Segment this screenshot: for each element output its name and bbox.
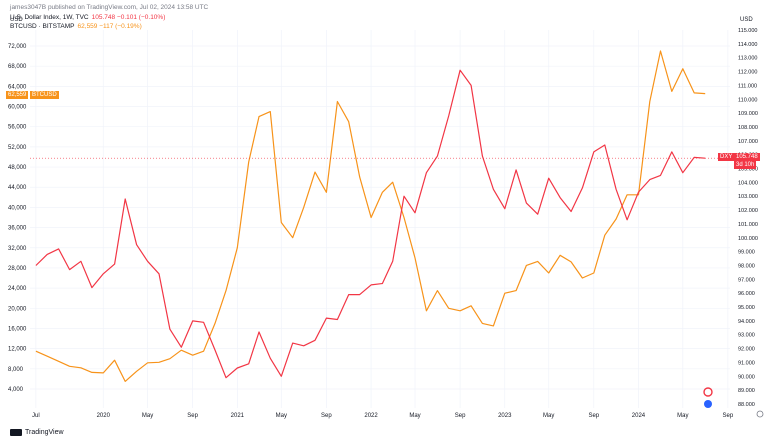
right-tick-label: 90.000 <box>738 374 755 380</box>
time-tick-label: Sep <box>723 413 734 419</box>
left-tick-label: 12,000 <box>8 347 27 353</box>
right-tick-label: 100.000 <box>738 236 758 242</box>
left-tick-label: 64,000 <box>8 84 27 90</box>
time-tick-label: Jul <box>32 413 40 419</box>
left-tick-label: 36,000 <box>8 226 27 232</box>
alert-icon[interactable] <box>703 387 713 397</box>
series-line-dxy <box>35 69 706 379</box>
right-tick-label: 98.000 <box>738 263 755 269</box>
brand-name: TradingView <box>25 429 64 436</box>
right-tick-label: 113.000 <box>738 56 757 62</box>
right-tick-label: 111.000 <box>738 83 757 89</box>
dxy-legend[interactable]: U.S. Dollar Index, 1W, TVC 105.748 −0.101… <box>10 14 168 22</box>
left-tick-label: 8,000 <box>8 367 24 373</box>
grid-lines <box>30 30 730 408</box>
left-price-axis[interactable]: 4,000 8,000 12,000 16,000 20,000 24,000 28,000… <box>8 44 27 393</box>
left-tick-label: 60,000 <box>8 105 27 111</box>
crosshair-icons[interactable] <box>703 387 713 408</box>
right-tick-label: 110.000 <box>738 97 757 103</box>
left-axis-unit: USD <box>10 17 23 23</box>
time-tick-label: May <box>276 413 287 419</box>
btc-legend[interactable]: BTCUSD · BITSTAMP 62,559 −117 (−0.19%) <box>10 23 145 31</box>
right-tick-label: 107.000 <box>738 139 758 145</box>
dxy-price-tag: 105.748 <box>734 153 760 161</box>
left-tick-label: 16,000 <box>8 326 27 332</box>
btc-symbol-tag: BTCUSD <box>30 91 59 99</box>
right-tick-label: 103.000 <box>738 194 758 200</box>
right-price-axis[interactable]: 88.000 89.000 90.000 91.000 92.000 93.000 94.0… <box>738 28 758 408</box>
left-tick-label: 32,000 <box>8 246 27 252</box>
left-tick-label: 20,000 <box>8 306 27 312</box>
time-tick-label: May <box>677 413 688 419</box>
right-tick-label: 92.000 <box>738 347 755 353</box>
time-tick-label: 2023 <box>498 413 512 419</box>
settings-icon[interactable] <box>756 410 764 418</box>
right-tick-label: 102.000 <box>738 208 758 214</box>
left-tick-label: 40,000 <box>8 205 27 211</box>
btc-price-tag: 62,559 <box>6 91 29 99</box>
flag-icon[interactable] <box>704 400 712 408</box>
right-tick-label: 115.000 <box>738 28 757 34</box>
right-tick-label: 108.000 <box>738 125 758 131</box>
left-tick-label: 4,000 <box>8 387 24 393</box>
right-tick-label: 109.000 <box>738 111 758 117</box>
time-tick-label: Sep <box>588 413 599 419</box>
time-axis[interactable]: Jul 2020 May Sep 2021 May Sep 2022 May Sep 2023 May… <box>32 413 734 419</box>
right-tick-label: 99.000 <box>738 250 755 256</box>
dxy-values: 105.748 −0.101 (−0.10%) <box>91 14 166 21</box>
dxy-countdown-tag: 3d 10h <box>734 161 757 169</box>
right-tick-label: 91.000 <box>738 360 755 366</box>
right-tick-label: 94.000 <box>738 319 755 325</box>
time-tick-label: May <box>409 413 420 419</box>
time-tick-label: 2022 <box>364 413 378 419</box>
left-tick-label: 24,000 <box>8 286 27 292</box>
tradingview-logo-icon <box>10 429 22 436</box>
time-tick-label: Sep <box>455 413 466 419</box>
left-tick-label: 48,000 <box>8 165 27 171</box>
right-tick-label: 112.000 <box>738 70 757 76</box>
series-lines <box>35 50 706 382</box>
publish-info: james3047B published on TradingView.com,… <box>10 4 209 11</box>
right-tick-label: 105.000 <box>738 167 758 173</box>
series-line-btcusd <box>35 50 706 382</box>
left-tick-label: 68,000 <box>8 64 27 70</box>
left-tick-label: 72,000 <box>8 44 27 50</box>
right-tick-label: 104.000 <box>738 180 758 186</box>
right-tick-label: 114.000 <box>738 42 757 48</box>
time-tick-label: May <box>543 413 554 419</box>
right-tick-label: 96.000 <box>738 291 755 297</box>
right-tick-label: 89.000 <box>738 388 755 394</box>
time-tick-label: 2024 <box>632 413 646 419</box>
right-axis-unit: USD <box>740 17 753 23</box>
left-tick-label: 28,000 <box>8 266 27 272</box>
time-tick-label: 2021 <box>231 413 245 419</box>
right-tick-label: 101.000 <box>738 222 758 228</box>
right-tick-label: 93.000 <box>738 333 755 339</box>
footer[interactable]: TradingView <box>10 429 64 436</box>
time-tick-label: May <box>142 413 153 419</box>
right-tick-label: 88.000 <box>738 402 755 408</box>
btc-name: BTCUSD · BITSTAMP <box>10 23 75 30</box>
time-tick-label: Sep <box>321 413 332 419</box>
left-tick-label: 44,000 <box>8 185 27 191</box>
dxy-name: U.S. Dollar Index, 1W, TVC <box>10 14 89 21</box>
left-tick-label: 56,000 <box>8 125 27 131</box>
time-tick-label: Sep <box>187 413 198 419</box>
btc-values: 62,559 −117 (−0.19%) <box>77 23 142 30</box>
right-tick-label: 95.000 <box>738 305 755 311</box>
left-tick-label: 52,000 <box>8 145 27 151</box>
right-tick-label: 97.000 <box>738 277 755 283</box>
dxy-symbol-tag: DXY <box>718 153 735 161</box>
time-tick-label: 2020 <box>97 413 111 419</box>
